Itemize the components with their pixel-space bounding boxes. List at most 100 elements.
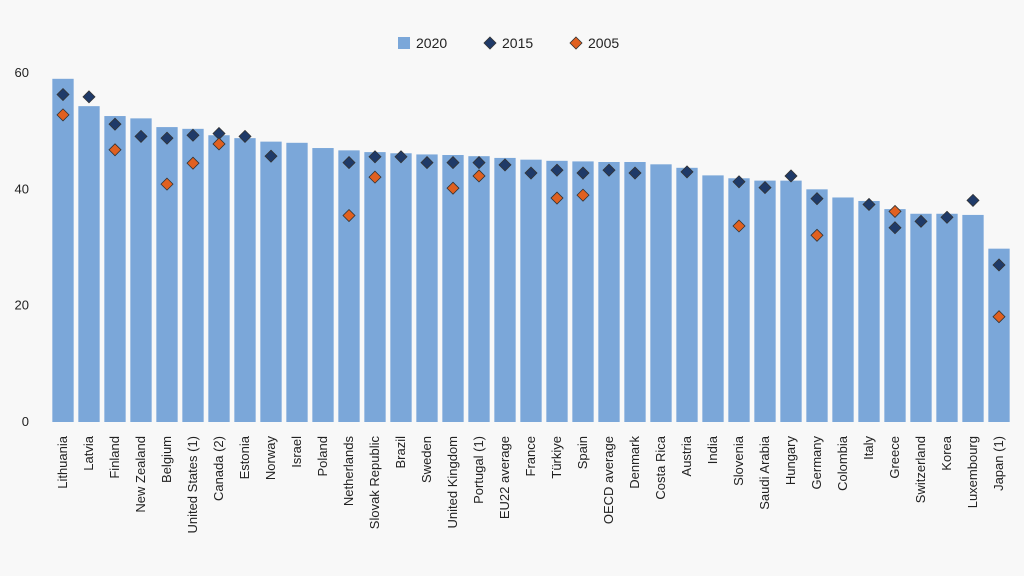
x-tick-label-1: Latvia xyxy=(81,435,96,470)
x-tick-label-12: Slovak Republic xyxy=(367,436,382,530)
x-tick-label-19: Türkiye xyxy=(549,436,564,479)
marker-2015-31 xyxy=(862,197,876,212)
marker-2015-1 xyxy=(82,90,96,104)
legend-label-2005: 2005 xyxy=(588,35,619,51)
bar-2020-29 xyxy=(806,189,828,422)
bar-2020-30 xyxy=(832,197,854,422)
marker-2015-5 xyxy=(186,128,200,142)
x-tick-label-24: Austria xyxy=(679,435,694,476)
marker-2005-2 xyxy=(108,143,122,157)
marker-2015-35 xyxy=(966,193,980,207)
marker-2015-19 xyxy=(550,163,564,177)
x-tick-label-32: Greece xyxy=(887,436,902,479)
marker-2015-13 xyxy=(394,150,408,164)
marker-2015-8 xyxy=(264,149,278,163)
x-tick-label-31: Italy xyxy=(861,436,876,460)
x-tick-label-26: Slovenia xyxy=(731,435,746,486)
y-tick-label-40: 40 xyxy=(15,181,29,196)
marker-2005-4 xyxy=(160,177,174,191)
bar-2020-27 xyxy=(754,180,776,422)
bar-2020-24 xyxy=(676,167,698,422)
x-tick-label-27: Saudi Arabia xyxy=(757,435,772,509)
marker-2015-22 xyxy=(628,166,642,180)
marker-2015-18 xyxy=(524,166,538,180)
x-tick-label-14: Sweden xyxy=(419,436,434,483)
bar-2020-21 xyxy=(598,161,620,422)
marker-2005-6 xyxy=(212,137,226,151)
bar-2020-0 xyxy=(52,78,74,423)
marker-2015-14 xyxy=(420,156,434,170)
bar-2020-4 xyxy=(156,127,178,422)
bar-2020-19 xyxy=(546,160,568,422)
x-tick-label-8: Norway xyxy=(263,436,278,481)
x-tick-label-15: United Kingdom xyxy=(445,436,460,529)
x-tick-label-34: Korea xyxy=(939,435,954,470)
legend-label-2015: 2015 xyxy=(502,35,533,51)
marker-2015-2 xyxy=(108,117,122,131)
marker-2015-16 xyxy=(472,156,486,170)
marker-2015-21 xyxy=(602,163,616,177)
bar-2020-5 xyxy=(182,128,204,422)
bar-2020-34 xyxy=(936,213,958,422)
y-tick-label-0: 0 xyxy=(22,414,29,429)
marker-2005-16 xyxy=(472,169,486,183)
x-tick-label-11: Netherlands xyxy=(341,436,356,507)
x-tick-label-21: OECD average xyxy=(601,436,616,524)
marker-2015-34 xyxy=(940,210,954,224)
bar-2020-32 xyxy=(884,209,906,422)
marker-2005-12 xyxy=(368,170,382,184)
bar-2020-1 xyxy=(78,106,100,422)
bar-2020-15 xyxy=(442,155,464,422)
bar-2020-20 xyxy=(572,161,594,422)
bar-2020-35 xyxy=(962,214,984,422)
marker-2015-32 xyxy=(888,221,902,235)
legend: 2020 2015 2005 xyxy=(398,35,619,51)
markers-2015 xyxy=(56,87,1006,272)
x-tick-label-28: Hungary xyxy=(783,436,798,486)
marker-2005-11 xyxy=(342,208,356,223)
bar-2020-14 xyxy=(416,154,438,422)
bar-2020-31 xyxy=(858,200,880,422)
marker-2005-32 xyxy=(888,204,902,219)
markers-2005 xyxy=(56,108,1006,324)
marker-2015-28 xyxy=(784,169,798,183)
bar-2020-3 xyxy=(130,118,152,423)
marker-2015-29 xyxy=(810,192,824,206)
x-tick-label-20: Spain xyxy=(575,436,590,469)
x-tick-label-33: Switzerland xyxy=(913,436,928,503)
legend-swatch-2005 xyxy=(569,36,583,50)
x-tick-label-13: Brazil xyxy=(393,436,408,469)
x-axis-labels: Lithuania Latvia Finland New Zealand Belgium… xyxy=(55,435,1006,533)
x-tick-label-2: Finland xyxy=(107,436,122,479)
x-tick-label-6: Canada (2) xyxy=(211,436,226,501)
marker-2015-36 xyxy=(992,258,1006,272)
y-tick-label-20: 20 xyxy=(15,298,29,313)
marker-2005-36 xyxy=(992,310,1006,324)
bar-2020-10 xyxy=(312,148,334,422)
x-tick-label-35: Luxembourg xyxy=(965,436,980,508)
x-tick-label-10: Poland xyxy=(315,436,330,476)
marker-2015-17 xyxy=(498,158,512,172)
x-tick-label-22: Denmark xyxy=(627,436,642,489)
x-tick-label-29: Germany xyxy=(809,436,824,490)
bar-2020-22 xyxy=(624,161,646,422)
bar-2020-26 xyxy=(728,178,750,422)
marker-2015-26 xyxy=(732,175,746,189)
bar-2020-33 xyxy=(910,213,932,422)
bar-2020-8 xyxy=(260,141,282,423)
x-tick-label-16: Portugal (1) xyxy=(471,436,486,504)
marker-2015-3 xyxy=(134,129,148,143)
marker-2015-11 xyxy=(342,156,356,170)
bar-2020-2 xyxy=(104,116,126,422)
bar-2020-13 xyxy=(390,153,412,422)
marker-2015-0 xyxy=(56,87,70,102)
legend-swatch-2020 xyxy=(398,37,410,49)
x-tick-label-30: Colombia xyxy=(835,435,850,491)
bar-2020-25 xyxy=(702,175,724,422)
bar-2020-7 xyxy=(234,138,256,422)
x-tick-label-36: Japan (1) xyxy=(991,436,1006,491)
y-axis: 0 20 40 60 xyxy=(15,65,29,429)
x-tick-label-4: Belgium xyxy=(159,436,174,483)
x-tick-label-17: EU22 average xyxy=(497,436,512,519)
